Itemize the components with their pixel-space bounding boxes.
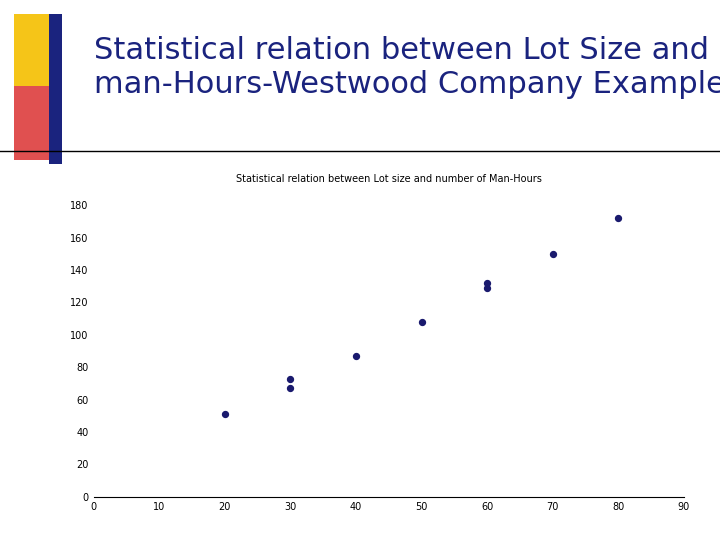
Text: Statistical relation between Lot Size and number of
man-Hours-Westwood Company E: Statistical relation between Lot Size an… <box>94 36 720 99</box>
FancyBboxPatch shape <box>14 85 61 160</box>
FancyBboxPatch shape <box>49 14 62 164</box>
Point <box>284 374 296 383</box>
Point <box>482 284 493 292</box>
Point <box>350 352 361 360</box>
FancyBboxPatch shape <box>14 14 61 89</box>
Point <box>547 249 559 258</box>
Point <box>613 214 624 222</box>
Title: Statistical relation between Lot size and number of Man-Hours: Statistical relation between Lot size an… <box>236 174 541 184</box>
Point <box>219 410 230 418</box>
Point <box>416 318 428 326</box>
Point <box>284 384 296 393</box>
Point <box>482 279 493 287</box>
